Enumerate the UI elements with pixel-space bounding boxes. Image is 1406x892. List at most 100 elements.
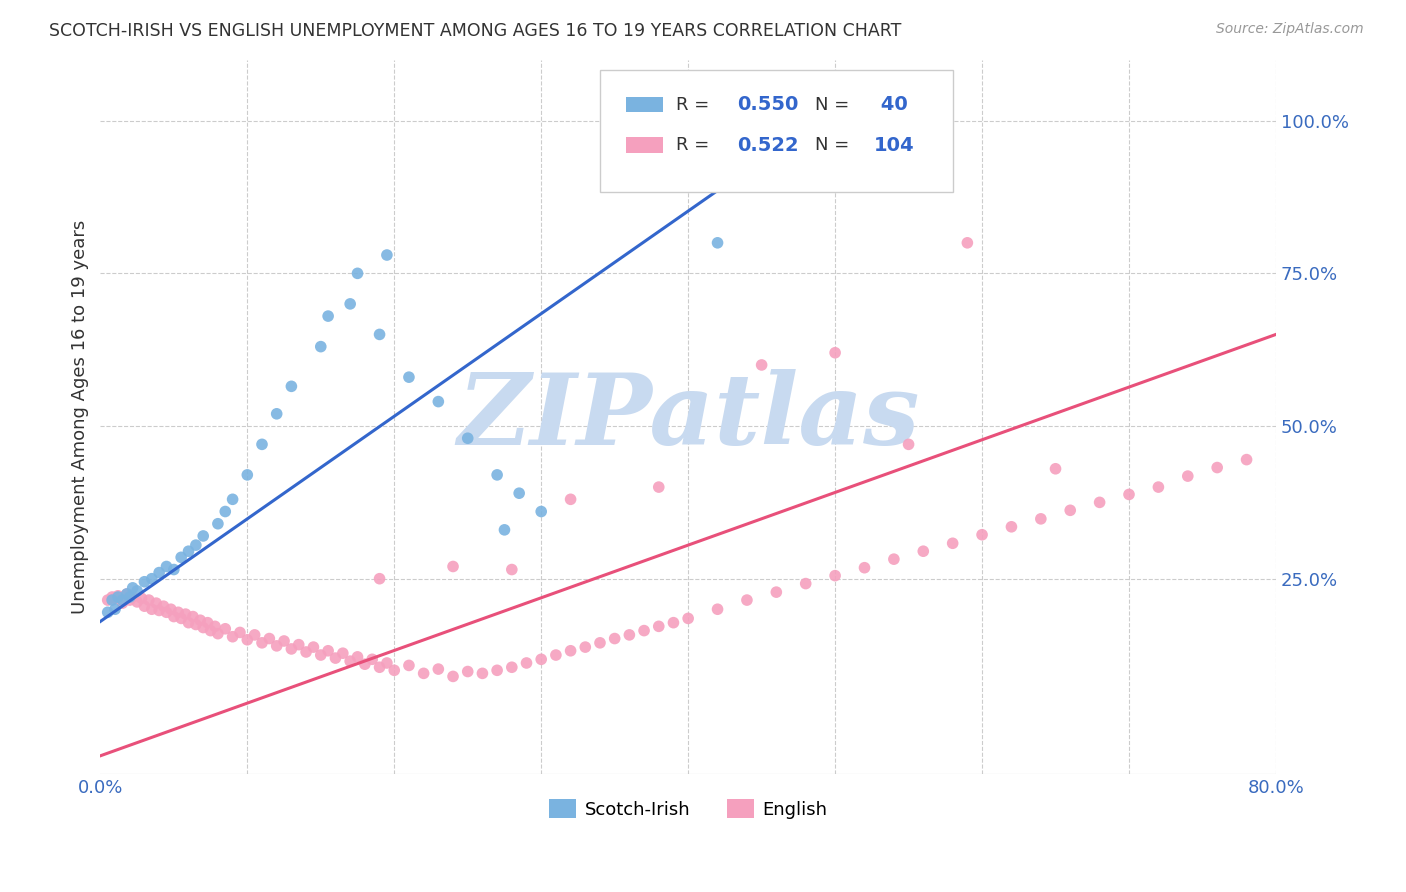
Point bbox=[1206, 460, 1229, 475]
Point bbox=[155, 605, 177, 619]
Point bbox=[441, 669, 464, 683]
Point bbox=[309, 340, 332, 354]
Text: N =: N = bbox=[815, 95, 855, 113]
Point bbox=[295, 645, 318, 659]
Text: R =: R = bbox=[676, 95, 716, 113]
Point bbox=[560, 644, 582, 658]
Point bbox=[427, 662, 450, 676]
Point bbox=[375, 248, 398, 262]
Point bbox=[148, 566, 170, 580]
Point bbox=[457, 665, 479, 679]
Point bbox=[1236, 452, 1258, 467]
Point bbox=[515, 656, 537, 670]
Point bbox=[221, 492, 243, 507]
Point bbox=[177, 615, 200, 630]
Point bbox=[368, 327, 391, 342]
Point bbox=[184, 617, 207, 632]
Point bbox=[574, 640, 596, 654]
Point bbox=[398, 370, 420, 384]
Text: 0.522: 0.522 bbox=[738, 136, 799, 155]
Point bbox=[141, 572, 163, 586]
FancyBboxPatch shape bbox=[626, 96, 664, 112]
Point bbox=[501, 660, 523, 674]
Point bbox=[273, 634, 295, 648]
FancyBboxPatch shape bbox=[626, 137, 664, 153]
Text: 104: 104 bbox=[875, 136, 914, 155]
Point bbox=[193, 621, 215, 635]
Point bbox=[1118, 487, 1140, 501]
Text: 0.550: 0.550 bbox=[738, 95, 799, 114]
Point bbox=[735, 593, 758, 607]
Point bbox=[494, 523, 516, 537]
Point bbox=[155, 559, 177, 574]
Point bbox=[1177, 469, 1199, 483]
Point bbox=[184, 538, 207, 552]
Point bbox=[250, 437, 273, 451]
Point bbox=[441, 559, 464, 574]
Point bbox=[236, 632, 259, 647]
Point bbox=[530, 652, 553, 666]
Point bbox=[101, 593, 124, 607]
Point bbox=[794, 576, 817, 591]
Point bbox=[457, 431, 479, 445]
Point bbox=[316, 644, 339, 658]
Text: ZIPatlas: ZIPatlas bbox=[457, 368, 920, 465]
FancyBboxPatch shape bbox=[600, 70, 953, 192]
Point bbox=[486, 467, 509, 482]
Point bbox=[204, 619, 226, 633]
Point bbox=[368, 660, 391, 674]
Point bbox=[163, 609, 186, 624]
Point bbox=[1000, 520, 1022, 534]
Point bbox=[160, 602, 183, 616]
Text: R =: R = bbox=[676, 136, 716, 154]
Point bbox=[751, 358, 773, 372]
Point bbox=[325, 651, 347, 665]
Point bbox=[648, 480, 671, 494]
Point bbox=[197, 615, 219, 630]
Point bbox=[152, 599, 174, 614]
Point bbox=[145, 596, 167, 610]
Point bbox=[332, 646, 354, 660]
Point bbox=[619, 628, 641, 642]
Point bbox=[121, 581, 143, 595]
Point bbox=[1059, 503, 1081, 517]
Point bbox=[302, 640, 325, 654]
Point bbox=[339, 297, 361, 311]
Point bbox=[603, 632, 626, 646]
Point bbox=[1088, 495, 1111, 509]
Point bbox=[560, 492, 582, 507]
Text: Source: ZipAtlas.com: Source: ZipAtlas.com bbox=[1216, 22, 1364, 37]
Point bbox=[501, 562, 523, 576]
Point bbox=[97, 593, 120, 607]
Point bbox=[107, 589, 129, 603]
Point bbox=[368, 572, 391, 586]
Point bbox=[121, 590, 143, 604]
Point bbox=[207, 516, 229, 531]
Point bbox=[118, 593, 141, 607]
Point bbox=[412, 666, 434, 681]
Point bbox=[115, 587, 138, 601]
Point bbox=[824, 345, 846, 359]
Text: N =: N = bbox=[815, 136, 855, 154]
Point bbox=[382, 663, 405, 677]
Point bbox=[1029, 512, 1052, 526]
Point bbox=[280, 642, 302, 657]
Point bbox=[398, 658, 420, 673]
Point bbox=[148, 603, 170, 617]
Point bbox=[229, 625, 252, 640]
Text: SCOTCH-IRISH VS ENGLISH UNEMPLOYMENT AMONG AGES 16 TO 19 YEARS CORRELATION CHART: SCOTCH-IRISH VS ENGLISH UNEMPLOYMENT AMO… bbox=[49, 22, 901, 40]
Point bbox=[115, 587, 138, 601]
Point bbox=[508, 486, 530, 500]
Point bbox=[111, 593, 134, 607]
Point bbox=[107, 590, 129, 604]
Point bbox=[346, 649, 368, 664]
Point bbox=[1045, 462, 1067, 476]
Point bbox=[912, 544, 935, 558]
Point bbox=[346, 266, 368, 280]
Point bbox=[250, 636, 273, 650]
Point bbox=[589, 636, 612, 650]
Text: 40: 40 bbox=[875, 95, 908, 114]
Point bbox=[662, 615, 685, 630]
Point bbox=[111, 596, 134, 610]
Legend: Scotch-Irish, English: Scotch-Irish, English bbox=[541, 792, 835, 826]
